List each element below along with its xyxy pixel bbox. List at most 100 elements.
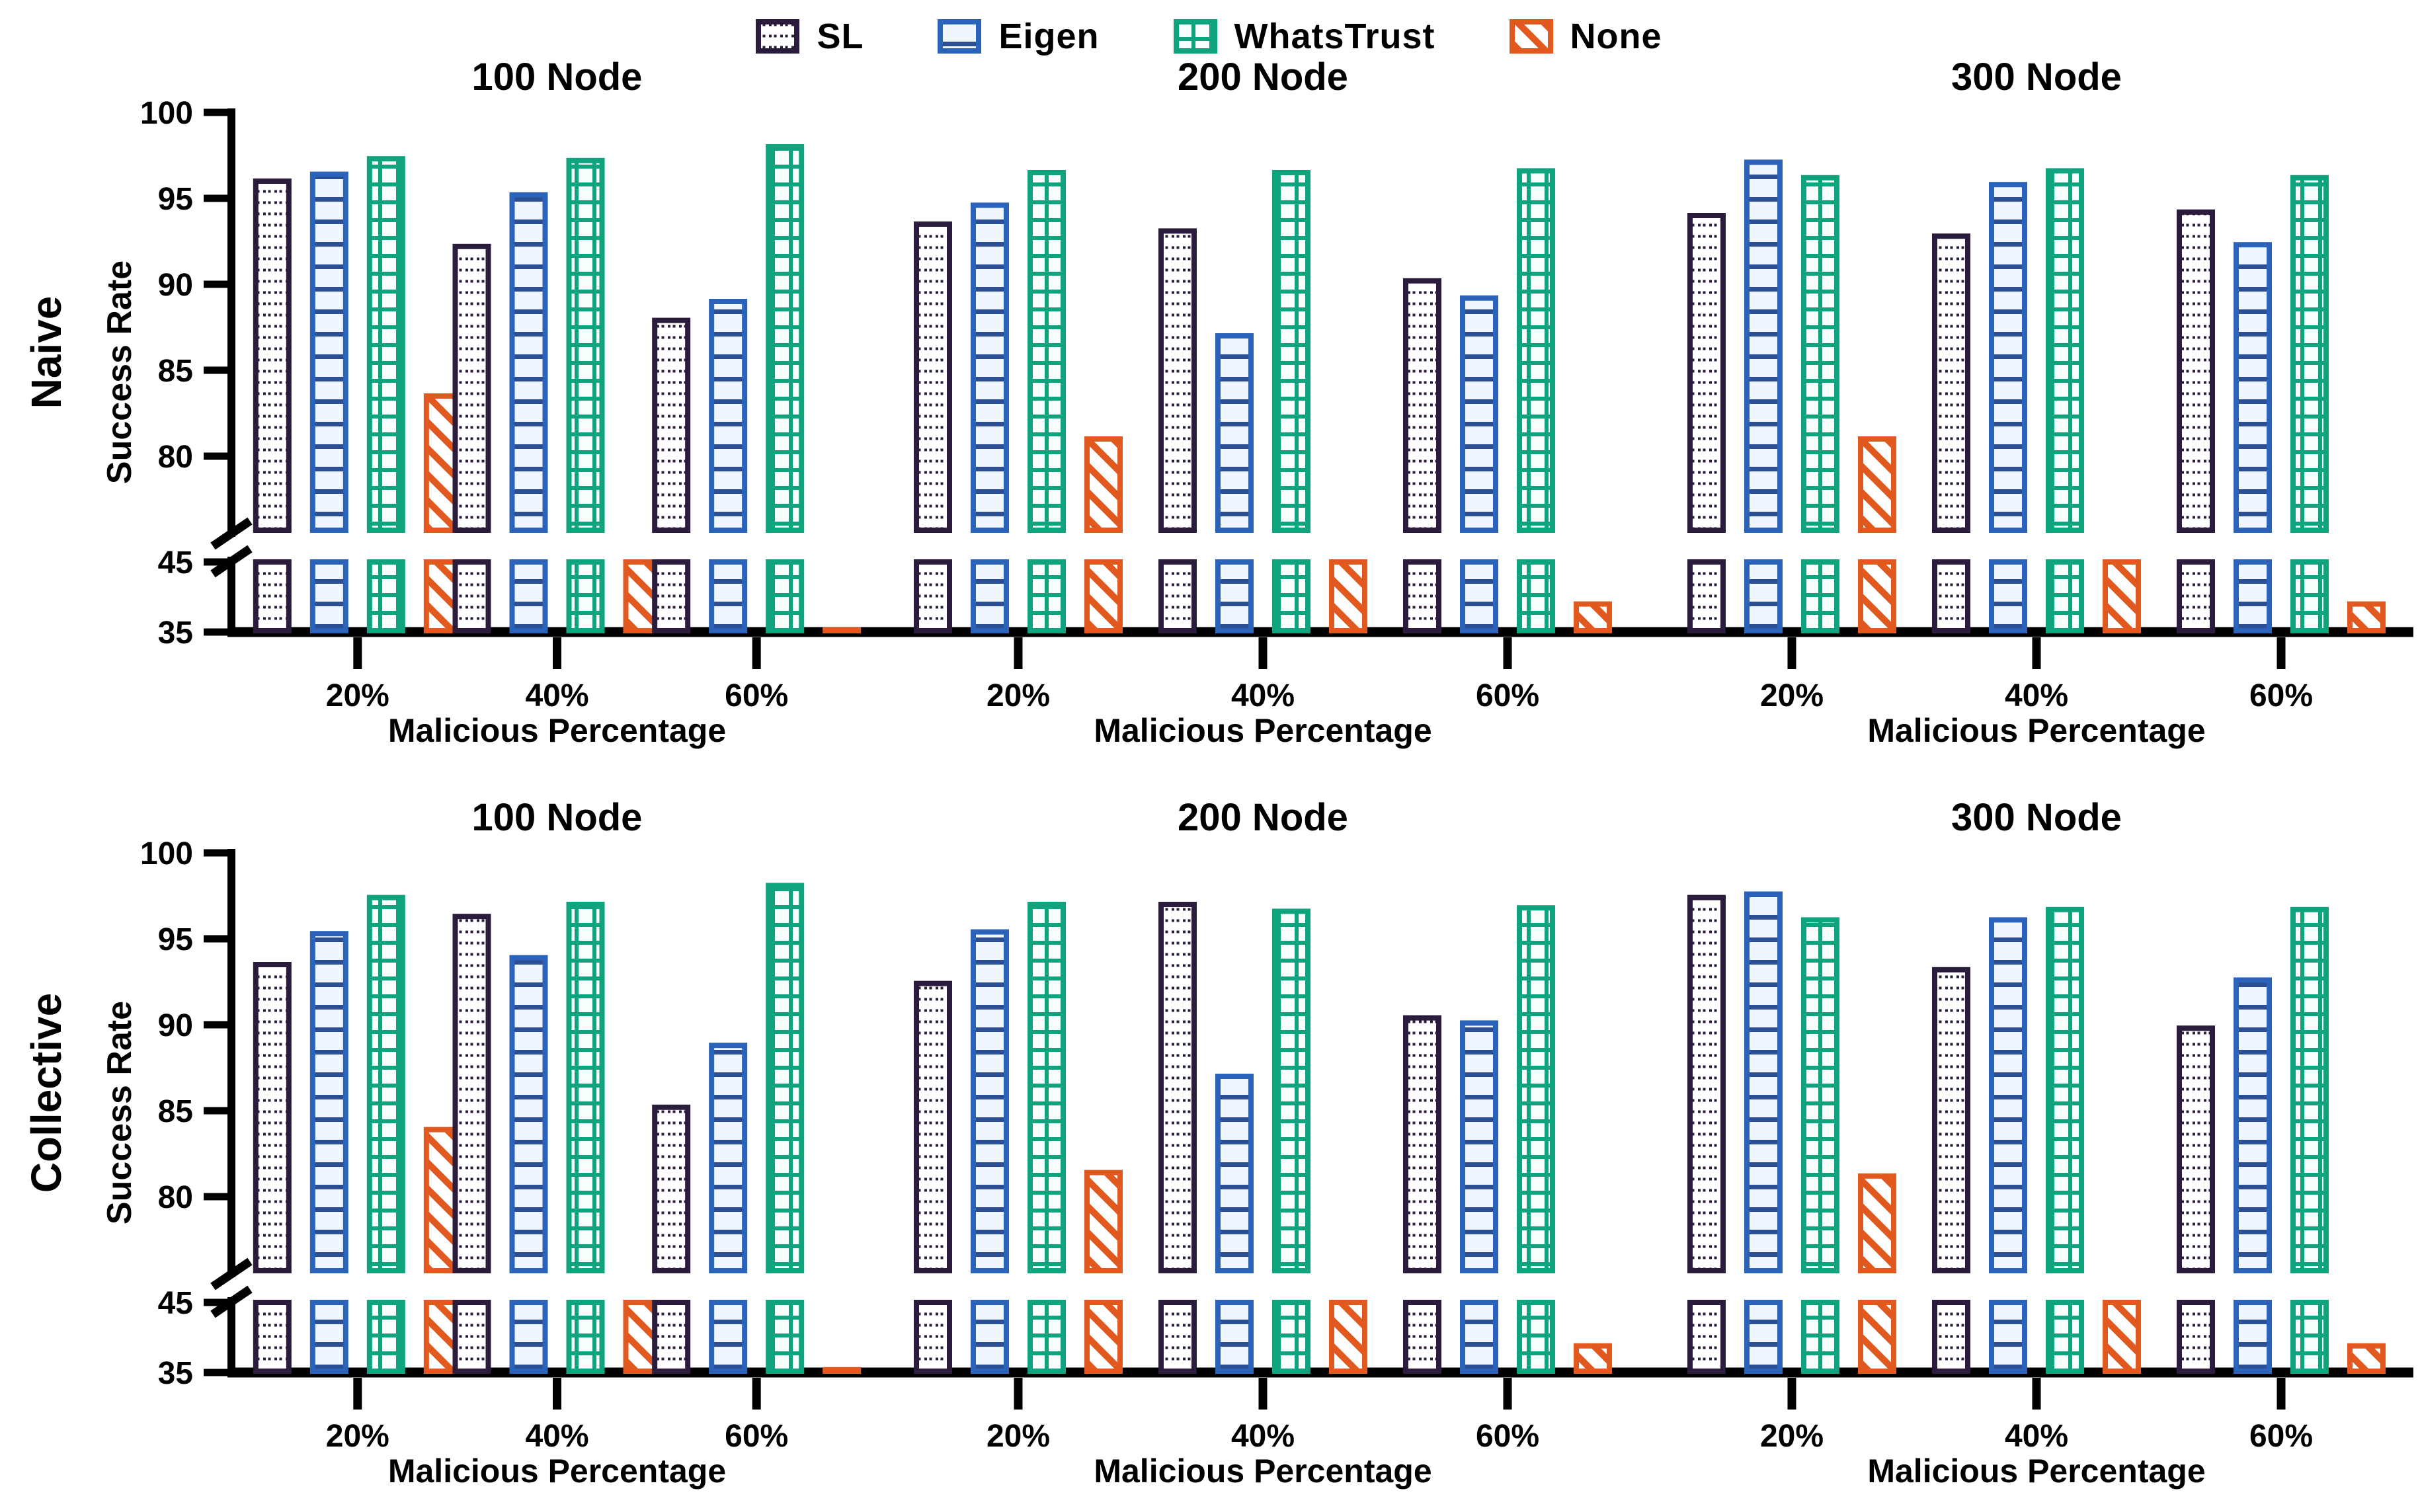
bar-sl-40% — [452, 243, 491, 533]
bar-whatstrust-40% — [1272, 908, 1310, 1273]
y-tick-label: 90 — [158, 268, 193, 303]
bar-eigen-20% — [309, 559, 348, 633]
x-tick-label: 60% — [725, 678, 788, 713]
panel-title: 100 Node — [472, 796, 643, 839]
legend-label-whatstrust: WhatsTrust — [1234, 17, 1435, 56]
bar-sl-40% — [452, 1300, 491, 1374]
y-tick-label: 80 — [158, 440, 193, 475]
bar-sl-40% — [1158, 228, 1197, 533]
panel-title: 200 Node — [1178, 56, 1348, 99]
legend-item-eigen: Eigen — [938, 16, 1099, 57]
bar-sl-60% — [2177, 1025, 2215, 1273]
bar-sl-40% — [1932, 233, 1970, 533]
bar-whatstrust-20% — [1028, 1300, 1066, 1374]
legend-label-sl: SL — [817, 17, 864, 56]
bar-none-60% — [823, 1367, 862, 1374]
bar-sl-20% — [914, 1300, 952, 1374]
bar-none-20% — [1084, 436, 1123, 533]
bar-sl-40% — [452, 559, 491, 633]
bar-whatstrust-20% — [366, 1300, 405, 1374]
bar-eigen-60% — [1460, 559, 1498, 633]
bar-sl-40% — [1932, 967, 1970, 1273]
bar-whatstrust-60% — [1517, 168, 1555, 533]
bar-sl-60% — [1403, 1300, 1441, 1374]
row-label-collective: Collective — [0, 780, 93, 1491]
bar-sl-60% — [652, 317, 691, 533]
bar-none-40% — [1329, 1300, 1367, 1374]
panels-naive: 100 Node Success Rate 100 95 90 85 80 45 35 20% 40… — [93, 40, 2413, 750]
bar-none-60% — [823, 627, 862, 634]
bar-whatstrust-40% — [2046, 559, 2084, 633]
chart-svg: 200 Node 20% 40% 60% Malicious Percentage — [866, 56, 1640, 749]
x-tick-label: 40% — [2005, 1419, 2068, 1454]
bar-sl-60% — [2177, 559, 2215, 633]
bar-none-40% — [2103, 1300, 2141, 1374]
legend-item-whatstrust: WhatsTrust — [1173, 16, 1435, 57]
bar-none-20% — [1858, 1173, 1896, 1273]
bar-eigen-40% — [509, 559, 548, 633]
row-collective: Collective 100 Node Success Rate 100 95 90 85… — [0, 780, 2413, 1491]
y-tick-label: 35 — [158, 1356, 193, 1391]
x-tick-label: 20% — [326, 678, 389, 713]
bar-sl-40% — [1932, 1300, 1970, 1374]
bar-none-20% — [1084, 559, 1123, 633]
x-axis-label: Malicious Percentage — [388, 712, 726, 749]
row-label-naive-text: Naive — [22, 296, 70, 409]
bar-whatstrust-40% — [2046, 906, 2084, 1274]
y-tick-label: 100 — [140, 836, 193, 871]
bar-sl-60% — [652, 559, 691, 633]
bar-eigen-40% — [1989, 1300, 2027, 1374]
bar-whatstrust-20% — [1801, 1300, 1839, 1374]
x-tick-label: 60% — [1476, 1419, 1539, 1454]
bar-eigen-20% — [971, 929, 1009, 1274]
bar-eigen-40% — [509, 1300, 548, 1374]
y-tick-label: 95 — [158, 182, 193, 217]
bar-none-60% — [2347, 1343, 2386, 1374]
bar-sl-20% — [253, 962, 292, 1273]
chart-panel-collective-300-node: 300 Node 20% 40% 60% Malicious Percentage — [1640, 780, 2413, 1491]
bar-none-20% — [1084, 1170, 1123, 1273]
bar-eigen-20% — [309, 1300, 348, 1374]
chart-panel-collective-100-node: 100 Node Success Rate 100 95 90 85 80 45 35 20% 40… — [93, 780, 866, 1491]
bar-sl-60% — [652, 1104, 691, 1273]
bar-sl-20% — [253, 559, 292, 633]
bar-eigen-20% — [971, 559, 1009, 633]
bar-whatstrust-60% — [1517, 905, 1555, 1273]
bar-eigen-60% — [2234, 1300, 2272, 1374]
bar-eigen-60% — [2234, 977, 2272, 1273]
x-axis-label: Malicious Percentage — [1094, 1452, 1431, 1490]
bar-none-40% — [2103, 559, 2141, 633]
chart-panel-naive-300-node: 300 Node 20% 40% 60% Malicious Percentage — [1640, 40, 2413, 750]
bar-whatstrust-60% — [766, 559, 805, 633]
bar-eigen-40% — [1215, 333, 1254, 533]
row-naive: Naive 100 Node Success Rate 100 95 90 85 80 45 3… — [0, 40, 2413, 750]
bar-sl-40% — [1158, 559, 1197, 633]
bar-none-60% — [1574, 601, 1612, 633]
y-tick-label: 35 — [158, 616, 193, 651]
bar-eigen-20% — [1744, 559, 1783, 633]
x-tick-label: 20% — [1760, 1419, 1824, 1454]
x-tick-label: 20% — [326, 1419, 389, 1454]
panel-title: 300 Node — [1951, 56, 2122, 99]
bar-whatstrust-40% — [566, 902, 605, 1273]
x-axis-label: Malicious Percentage — [388, 1452, 726, 1490]
x-tick-label: 20% — [987, 1419, 1050, 1454]
y-tick-label: 45 — [158, 545, 193, 580]
x-tick-label: 60% — [725, 1419, 788, 1454]
legend-item-none: None — [1509, 16, 1662, 57]
bar-eigen-20% — [1744, 1300, 1783, 1374]
bar-eigen-40% — [1989, 559, 2027, 633]
bar-eigen-60% — [1460, 1300, 1498, 1374]
panels-collective: 100 Node Success Rate 100 95 90 85 80 45 35 20% 40… — [93, 780, 2413, 1491]
x-tick-label: 40% — [1231, 1419, 1295, 1454]
bar-eigen-20% — [1744, 159, 1783, 533]
bar-whatstrust-60% — [2290, 906, 2329, 1274]
bar-whatstrust-60% — [766, 883, 805, 1273]
x-tick-label: 60% — [1476, 678, 1539, 713]
bar-sl-40% — [1158, 902, 1197, 1273]
y-tick-label: 85 — [158, 354, 193, 389]
bar-sl-60% — [2177, 209, 2215, 533]
chart-svg: 200 Node 20% 40% 60% Malicious Percentage — [866, 796, 1640, 1490]
bar-sl-20% — [914, 221, 952, 533]
